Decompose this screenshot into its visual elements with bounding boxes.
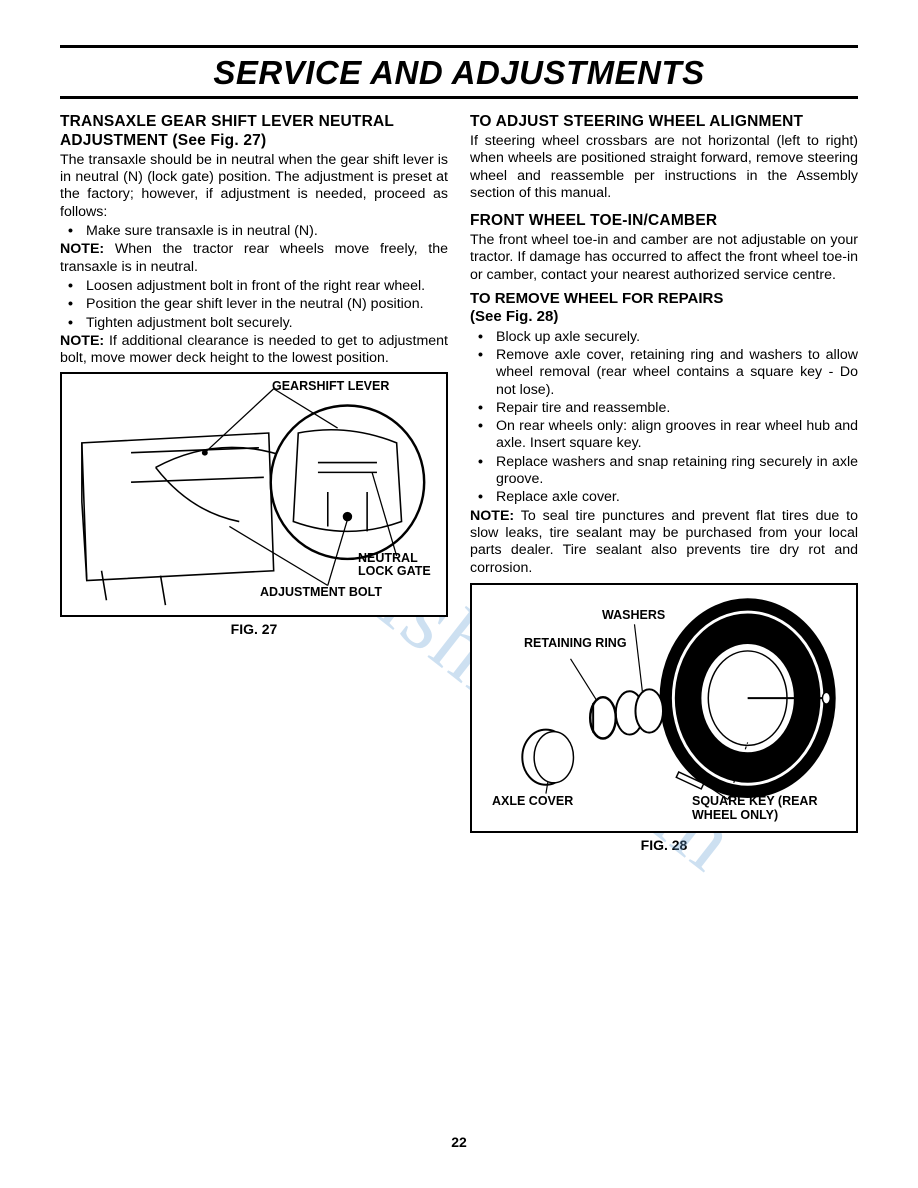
- page-title: SERVICE AND ADJUSTMENTS: [60, 52, 858, 94]
- para-toein: The front wheel toe-in and camber are no…: [470, 232, 858, 284]
- left-column: TRANSAXLE GEAR SHIFT LEVER NEUTRAL ADJUS…: [60, 113, 448, 854]
- heading-transaxle: TRANSAXLE GEAR SHIFT LEVER NEUTRAL ADJUS…: [60, 113, 448, 151]
- heading-remove-wheel-a: TO REMOVE WHEEL FOR REPAIRS: [470, 290, 858, 308]
- para-transaxle-intro: The transaxle should be in neutral when …: [60, 152, 448, 221]
- figure-27: GEARSHIFT LEVER NEUTRAL LOCK GATE ADJUST…: [60, 372, 448, 617]
- fig28-label-squarekey: SQUARE KEY (REAR WHEEL ONLY): [692, 795, 832, 823]
- note-label: NOTE:: [60, 333, 104, 349]
- heading-steering: TO ADJUST STEERING WHEEL ALIGNMENT: [470, 113, 858, 132]
- note-label: NOTE:: [470, 508, 514, 524]
- list-item: Loosen adjustment bolt in front of the r…: [60, 278, 448, 295]
- two-column-layout: TRANSAXLE GEAR SHIFT LEVER NEUTRAL ADJUS…: [60, 113, 858, 854]
- note-label: NOTE:: [60, 241, 104, 257]
- figure-28: WASHERS RETAINING RING AXLE COVER SQUARE…: [470, 583, 858, 833]
- bullet-list-2: Loosen adjustment bolt in front of the r…: [60, 278, 448, 332]
- list-item: Replace washers and snap retaining ring …: [470, 454, 858, 489]
- para-steering: If steering wheel crossbars are not hori…: [470, 133, 858, 202]
- list-item: Repair tire and reassemble.: [470, 400, 858, 417]
- note-text: If additional clearance is needed to get…: [60, 333, 448, 366]
- fig28-label-washers: WASHERS: [602, 609, 665, 623]
- figure-27-caption: FIG. 27: [60, 621, 448, 638]
- list-item: Block up axle securely.: [470, 329, 858, 346]
- list-item: Tighten adjustment bolt securely.: [60, 315, 448, 332]
- bullet-list-1: Make sure transaxle is in neutral (N).: [60, 223, 448, 240]
- heading-toein: FRONT WHEEL TOE-IN/CAMBER: [470, 212, 858, 231]
- list-item: Position the gear shift lever in the neu…: [60, 296, 448, 313]
- list-item: Replace axle cover.: [470, 489, 858, 506]
- list-item: Remove axle cover, retaining ring and wa…: [470, 347, 858, 399]
- figure-28-caption: FIG. 28: [470, 837, 858, 854]
- fig28-label-axlecover: AXLE COVER: [492, 795, 573, 809]
- fig28-label-retaining: RETAINING RING: [524, 637, 627, 651]
- note-2: NOTE: If additional clearance is needed …: [60, 333, 448, 368]
- list-item: Make sure transaxle is in neutral (N).: [60, 223, 448, 240]
- bullet-list-wheel: Block up axle securely. Remove axle cove…: [470, 329, 858, 507]
- note-text: To seal tire punctures and prevent flat …: [470, 508, 858, 576]
- fig27-label-neutral: NEUTRAL LOCK GATE: [358, 552, 446, 580]
- page-number: 22: [0, 1134, 918, 1150]
- note-text: When the tractor rear wheels move freely…: [60, 241, 448, 274]
- list-item: On rear wheels only: align grooves in re…: [470, 418, 858, 453]
- rule-top: [60, 45, 858, 48]
- rule-bottom: [60, 96, 858, 99]
- note-1: NOTE: When the tractor rear wheels move …: [60, 241, 448, 276]
- right-column: TO ADJUST STEERING WHEEL ALIGNMENT If st…: [470, 113, 858, 854]
- fig27-label-adjbolt: ADJUSTMENT BOLT: [260, 586, 382, 600]
- fig27-label-gearshift: GEARSHIFT LEVER: [272, 380, 389, 394]
- heading-remove-wheel-b: (See Fig. 28): [470, 308, 858, 326]
- note-wheel: NOTE: To seal tire punctures and prevent…: [470, 508, 858, 577]
